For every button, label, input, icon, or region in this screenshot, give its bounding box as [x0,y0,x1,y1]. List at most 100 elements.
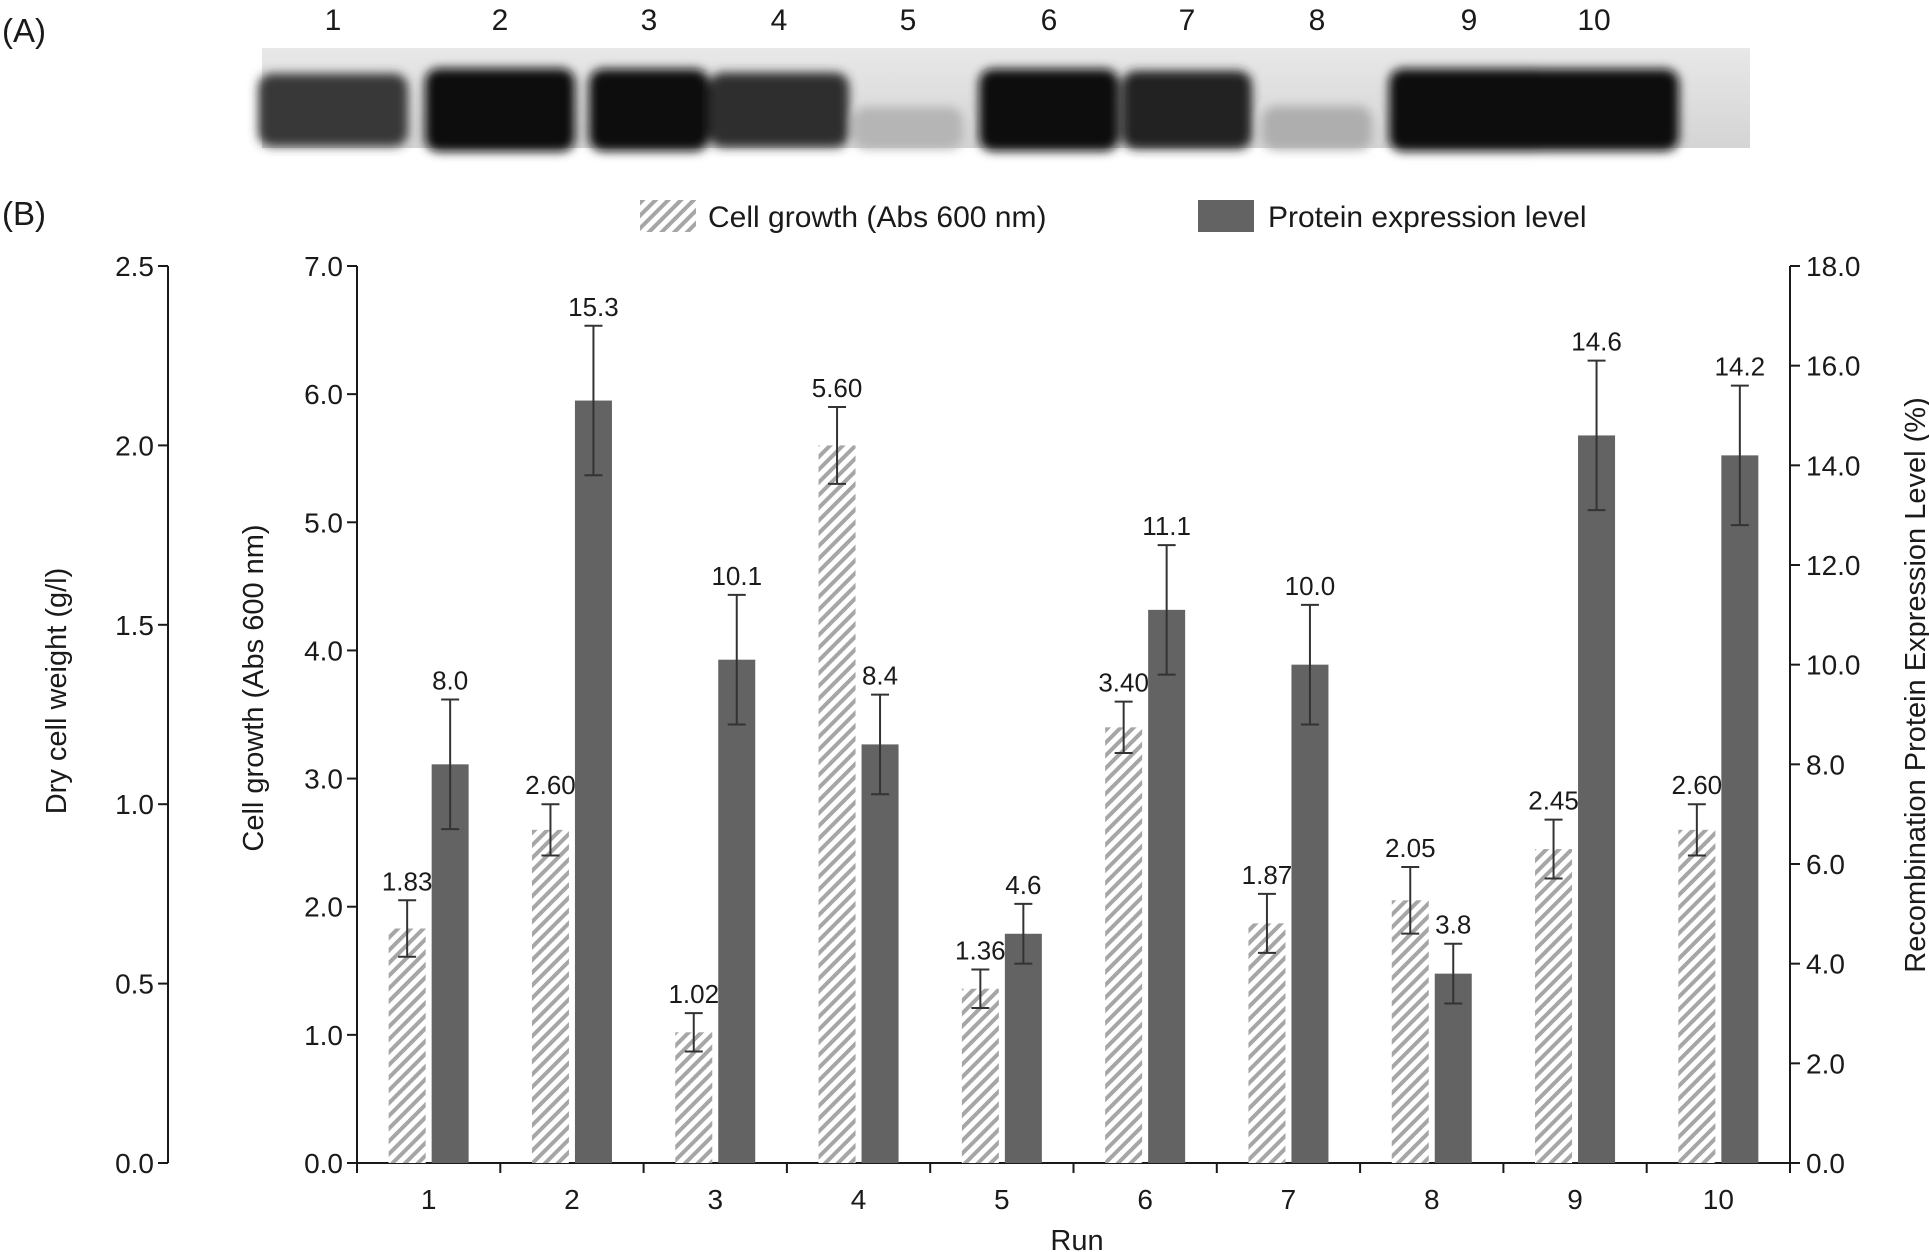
x-tick-label: 2 [564,1184,580,1215]
data-label-protein: 15.3 [568,292,619,322]
data-label-protein: 4.6 [1005,870,1041,900]
lane-number: 8 [1309,4,1326,37]
data-label-cell-growth: 5.60 [812,373,863,403]
bar-protein-expression [431,764,469,1163]
data-label-protein: 10.1 [711,561,762,591]
bars: 1.83 8.0 2.60 15.3 1.02 10.1 5.60 8.4 1.36 4.6 3.4… [382,292,1765,1163]
right-y-tick-label: 0.0 [1806,1148,1845,1179]
bar-protein-expression [718,659,756,1163]
legend: Cell growth (Abs 600 nm) Protein express… [640,200,1587,234]
tick-labels: 0.0 0.5 1.0 1.5 2.0 2.5 0.0 1.0 2.0 3.0 4.0 5.0 6.0 7… [115,251,1860,1215]
x-tick-label: 9 [1567,1184,1583,1215]
inner-y-tick-label: 1.0 [304,1020,343,1051]
bar-protein-expression [1434,973,1472,1163]
bar-cell-growth [1391,900,1429,1163]
bar-protein-expression [574,400,612,1163]
outer-y-tick-label: 0.0 [115,1148,154,1179]
blot-image [258,48,1750,152]
panel-a: (A) 1 2 3 4 5 6 7 8 9 10 [2,4,1750,152]
data-label-protein: 14.6 [1571,327,1622,357]
data-label-protein: 3.8 [1435,910,1471,940]
blot-bands [258,68,1679,152]
inner-y-tick-label: 6.0 [304,379,343,410]
x-tick-label: 7 [1281,1184,1297,1215]
x-tick-label: 6 [1137,1184,1153,1215]
outer-y-tick-label: 1.5 [115,610,154,641]
lane-number: 3 [641,4,658,37]
blot-band [425,68,575,152]
right-y-tick-label: 14.0 [1806,450,1861,481]
right-y-tick-label: 2.0 [1806,1048,1845,1079]
right-y-tick-label: 18.0 [1806,251,1861,282]
bar-cell-growth [1105,727,1143,1163]
lane-number: 6 [1041,4,1058,37]
data-label-protein: 8.0 [432,666,468,696]
right-y-tick-label: 8.0 [1806,749,1845,780]
inner-y-tick-label: 0.0 [304,1148,343,1179]
blot-band [1122,70,1252,150]
bar-cell-growth [1678,829,1716,1163]
blot-band [1262,106,1372,150]
bar-cell-growth [1248,923,1286,1163]
right-y-tick-label: 4.0 [1806,949,1845,980]
blot-band [589,68,709,152]
bar-cell-growth [531,829,569,1163]
right-y-tick-label: 12.0 [1806,550,1861,581]
lane-number: 9 [1461,4,1478,37]
x-tick-label: 4 [851,1184,867,1215]
data-label-cell-growth: 3.40 [1098,668,1149,698]
lane-number: 7 [1179,4,1196,37]
bar-protein-expression [1004,933,1042,1163]
lane-number: 10 [1577,4,1610,37]
bar-protein-expression [1578,435,1616,1163]
data-label-cell-growth: 1.36 [955,936,1006,966]
x-tick-label: 3 [707,1184,723,1215]
x-tick-label: 1 [421,1184,437,1215]
bar-cell-growth [675,1032,713,1163]
legend-swatch-protein [1198,200,1254,232]
bar-protein-expression [861,744,899,1163]
x-tick-label: 10 [1703,1184,1734,1215]
legend-label-cell-growth: Cell growth (Abs 600 nm) [708,201,1046,234]
outer-y-axis-title: Dry cell weight (g/l) [41,568,73,815]
x-axis-title: Run [1050,1225,1103,1252]
lane-number: 4 [771,4,788,37]
right-y-tick-label: 6.0 [1806,849,1845,880]
data-label-cell-growth: 1.87 [1242,860,1293,890]
data-label-cell-growth: 1.02 [668,979,719,1009]
blot-band [1509,68,1679,152]
data-label-cell-growth: 1.83 [382,866,433,896]
x-tick-label: 8 [1424,1184,1440,1215]
outer-y-tick-label: 0.5 [115,969,154,1000]
data-label-cell-growth: 2.05 [1385,833,1436,863]
inner-y-tick-label: 2.0 [304,892,343,923]
right-y-tick-label: 10.0 [1806,650,1861,681]
inner-y-tick-label: 4.0 [304,635,343,666]
outer-y-tick-label: 2.0 [115,430,154,461]
inner-y-tick-label: 7.0 [304,251,343,282]
blot-band [853,106,963,150]
data-label-protein: 10.0 [1285,571,1336,601]
panel-a-label: (A) [2,12,46,49]
legend-swatch-cell-growth [640,200,696,232]
inner-y-tick-label: 3.0 [304,764,343,795]
bar-cell-growth [818,445,856,1163]
lane-number: 5 [900,4,917,37]
bar-cell-growth [388,928,426,1163]
bar-cell-growth [1535,849,1573,1163]
bar-protein-expression [1721,455,1759,1163]
bar-protein-expression [1291,664,1329,1163]
bar-protein-expression [1148,609,1186,1163]
data-label-protein: 8.4 [862,661,898,691]
lane-number: 1 [325,4,342,37]
data-label-cell-growth: 2.60 [1672,770,1723,800]
right-y-axis-title: Recombination Protein Expression Level (… [1900,397,1929,972]
panel-b-label: (B) [2,195,46,232]
legend-label-protein: Protein expression level [1268,201,1587,234]
outer-y-tick-label: 2.5 [115,251,154,282]
x-tick-label: 5 [994,1184,1010,1215]
right-y-tick-label: 16.0 [1806,351,1861,382]
blot-band [258,73,408,147]
data-label-protein: 11.1 [1142,511,1191,541]
